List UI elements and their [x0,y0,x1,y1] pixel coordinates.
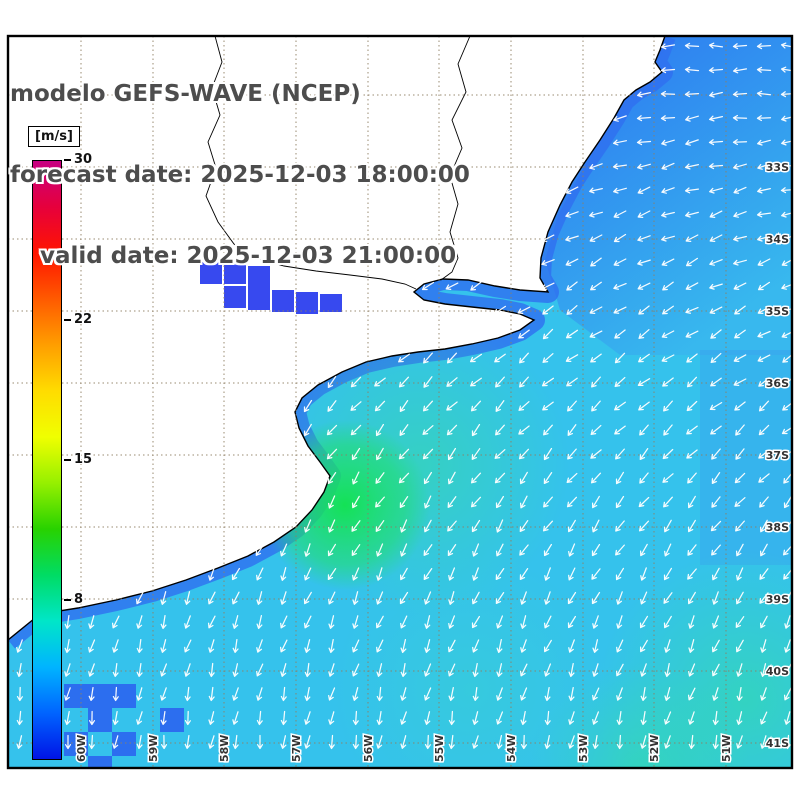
longitude-label: 56W [362,735,375,762]
colorbar-tick-mark [64,598,71,601]
colorbar-tick-mark [64,459,71,461]
latitude-label: 38S [766,521,789,534]
longitude-label: 60W [75,735,88,762]
latitude-label: 33S [766,161,789,174]
plot-header: modelo GEFS-WAVE (NCEP) forecast date: 2… [10,27,470,324]
longitude-label: 58W [218,735,231,762]
wind-arrows [16,42,792,750]
colorbar-tick-label: 22 [74,312,93,328]
colorbar-unit-label: [m/s] [28,126,80,147]
model-title: modelo GEFS-WAVE (NCEP) [10,81,361,107]
colorbar-tick-mark [64,159,71,161]
latitude-label: 34S [766,233,789,246]
colorbar-tick-label: 8 [74,591,84,607]
colorbar: [m/s] 30 22 15 8 [28,126,138,786]
forecast-date-label: forecast date: 2025-12-03 18:00:00 [10,162,470,188]
map-frame [6,34,794,770]
longitude-label: 52W [648,735,661,762]
latitude-label: 37S [766,449,789,462]
longitude-label: 53W [577,735,590,762]
longitude-label: 55W [433,735,446,762]
latitude-label: 35S [766,305,789,318]
land-layer [8,36,666,641]
latitude-label: 41S [766,737,789,750]
axis-labels-layer: 33S 34S 35S 36S 37S 38S 39S 40S 41S 60W 59W 58W 57W 5… [74,160,791,764]
valid-date-label: valid date: 2025-12-03 21:00:00 [40,243,457,269]
wind-arrows-layer [16,42,792,750]
longitude-label: 51W [720,735,733,762]
colorbar-tick-label: 15 [74,452,93,467]
land-mass [8,36,666,641]
longitude-label: 54W [505,735,518,762]
colorbar-tick-mark [64,319,71,322]
latitude-label: 40S [766,665,789,678]
river-line-parana [205,36,417,290]
offshore-blue-region [545,36,792,355]
river-data-cells [200,262,342,314]
colorbar-tick-label: 30 [74,152,93,167]
longitude-label: 59W [147,735,160,762]
latitude-label: 36S [766,377,789,390]
river-line-uruguay [440,36,471,281]
longitude-label: 57W [290,735,303,762]
latitude-label: 39S [766,593,789,606]
colorbar-gradient [32,160,62,760]
teal-patch-bottom-mid [330,550,610,768]
